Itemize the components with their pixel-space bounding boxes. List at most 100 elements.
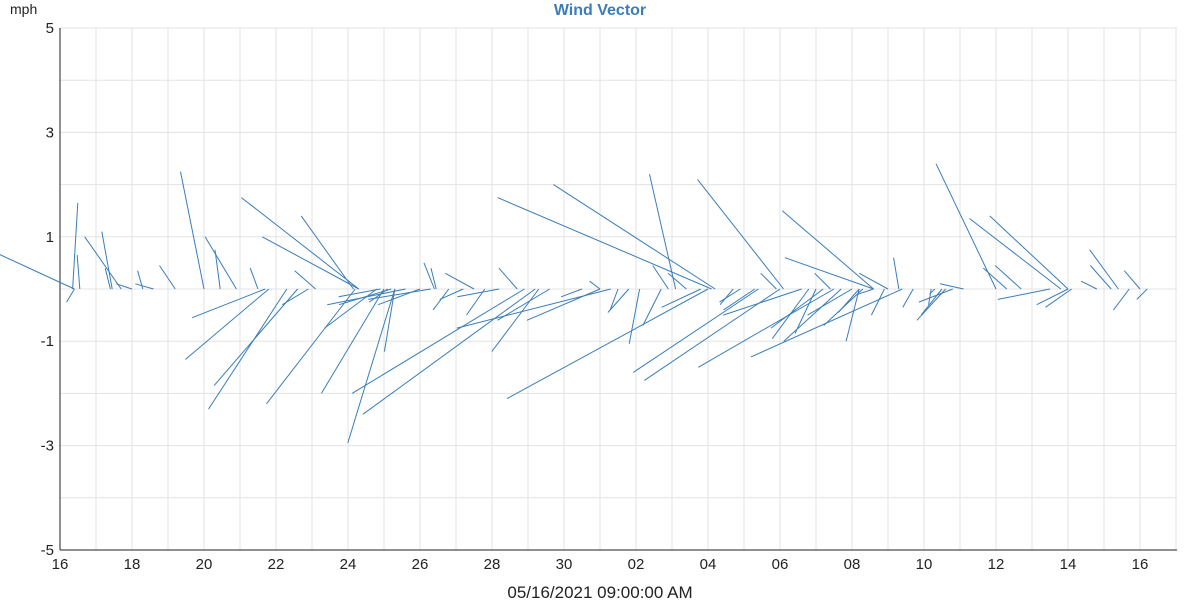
wind-vector [457,288,500,298]
wind-vector [104,267,111,290]
wind-vector [423,262,435,290]
wind-vector [667,272,687,290]
x-tick-label: 10 [916,556,933,573]
wind-vector [351,288,525,394]
wind-vector [939,283,964,290]
wind-vector [893,257,900,290]
wind-vector [698,288,835,368]
chart-title: Wind Vector [554,2,646,19]
wind-vector [101,231,113,290]
wind-vector [989,215,1069,290]
x-tick-label: 22 [268,556,285,573]
wind-vector [781,210,874,290]
wind-vector [823,288,864,326]
wind-vector [116,283,133,290]
wind-vector [266,288,356,405]
wind-vector [784,257,874,290]
wind-vector [607,288,630,313]
wind-vector [445,272,475,290]
wind-vector [929,288,936,295]
wind-vector [750,288,903,358]
wind-vector [135,283,154,290]
wind-vector [649,174,677,290]
y-tick-label: -5 [41,542,54,559]
y-tick-label: 3 [46,124,54,141]
wind-vector [1045,288,1072,308]
y-axis-unit-label: mph [10,1,37,17]
x-tick-label: 02 [628,556,645,573]
vector-layer [0,163,1148,444]
wind-vector [137,270,144,290]
wind-vector [697,179,784,290]
wind-vector [72,202,79,290]
y-tick-label: -3 [41,438,54,455]
wind-vector [1136,288,1148,300]
wind-vector [719,288,741,303]
wind-vector [300,215,354,290]
wind-vector [760,272,777,290]
wind-vector [66,288,75,303]
wind-vector [430,267,437,290]
wind-vector [208,288,288,410]
wind-vector [213,288,298,386]
wind-vector [320,288,385,394]
wind-vector [191,288,266,319]
x-tick-label: 28 [484,556,501,573]
wind-vector [466,288,486,316]
y-tick-label: -1 [41,333,54,350]
wind-vector [249,267,259,290]
x-tick-label: 04 [700,556,717,573]
wind-vector [439,288,464,300]
wind-vector [368,288,431,300]
wind-vector [609,288,619,311]
wind-vector [159,265,176,290]
wind-vector [204,236,237,290]
wind-vector [1036,288,1069,306]
wind-vector [184,288,270,360]
wind-vector [997,288,1051,300]
y-tick-label: 1 [46,229,54,246]
wind-vector [642,288,662,326]
wind-vector [652,265,669,290]
wind-vector [327,288,406,306]
wind-vector [794,288,817,334]
x-tick-label: 18 [124,556,141,573]
wind-vector [589,280,601,290]
wind-vector [928,288,932,305]
wind-vector [294,270,316,290]
x-tick-label: 30 [556,556,573,573]
wind-vector [723,288,802,316]
wind-vector [719,288,734,306]
wind-vector [814,272,831,290]
wind-vector [902,288,914,308]
wind-vector [1113,288,1130,311]
wind-vector [982,267,1008,290]
x-tick-label: 20 [196,556,213,573]
grid-layer [59,27,1177,551]
x-tick-label: 12 [988,556,1005,573]
wind-vector [432,288,450,311]
wind-vector [994,265,1022,290]
x-tick-label: 16 [52,556,69,573]
wind-vector [560,288,583,298]
wind-vector [180,171,205,290]
wind-vector [770,288,824,329]
wind-vector [241,197,360,290]
x-tick-label: 06 [772,556,789,573]
wind-vector [857,288,874,295]
wind-vector [497,197,712,290]
wind-vector [859,272,889,290]
wind-vector [661,288,702,308]
wind-vector [0,254,75,290]
wind-vector [76,255,81,290]
wind-vector [214,249,221,290]
x-axis-title: 05/16/2021 09:00:00 AM [507,583,692,600]
wind-vector [383,288,396,352]
y-tick-label: 5 [46,20,54,37]
wind-vector [526,288,601,321]
wind-vector [338,288,381,298]
wind-vector [870,288,885,316]
wind-vector [628,288,641,344]
wind-vector [783,288,842,342]
